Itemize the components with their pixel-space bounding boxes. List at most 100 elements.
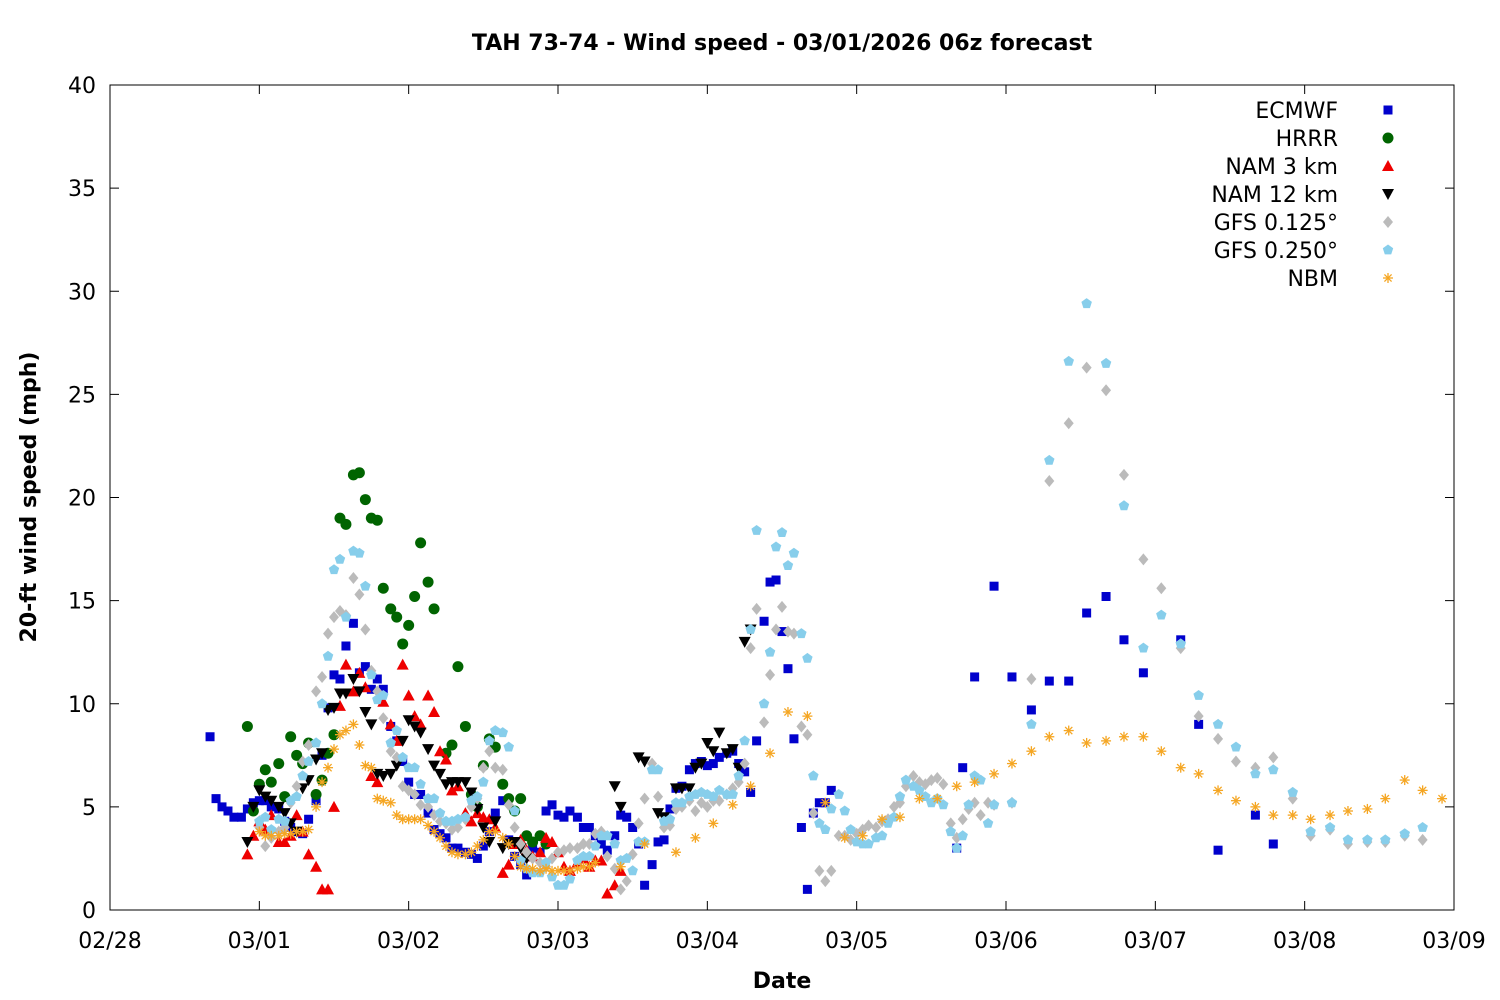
- x-tick-label: 03/07: [1124, 929, 1187, 954]
- data-point: [310, 789, 322, 800]
- data-point: [322, 650, 334, 661]
- data-point: [1101, 735, 1112, 746]
- data-point: [340, 725, 351, 736]
- x-axis: 02/28 03/01 03/02 03/03 03/04 03/05 03/06 03/07…: [78, 85, 1486, 954]
- data-point: [695, 758, 708, 770]
- data-point: [527, 836, 539, 848]
- data-point: [434, 807, 446, 818]
- x-tick-label: 03/05: [825, 929, 888, 954]
- data-point: [378, 684, 388, 694]
- data-point: [808, 770, 819, 781]
- legend-marker: [1382, 160, 1394, 171]
- data-point: [484, 735, 495, 746]
- legend-label: ECMWF: [1255, 99, 1338, 124]
- data-point: [484, 745, 495, 758]
- data-point: [236, 812, 246, 822]
- data-point: [638, 756, 651, 768]
- data-point: [1193, 690, 1204, 700]
- data-point: [1156, 746, 1167, 757]
- data-point: [1007, 672, 1017, 682]
- data-point: [310, 737, 322, 748]
- data-point: [601, 887, 614, 899]
- data-point: [1325, 810, 1336, 821]
- data-point: [377, 770, 390, 782]
- data-point: [740, 767, 750, 777]
- data-point: [1156, 609, 1167, 620]
- data-point: [1138, 731, 1149, 742]
- data-point: [565, 806, 575, 816]
- data-point: [508, 836, 521, 848]
- data-point: [339, 688, 352, 700]
- data-point: [527, 863, 538, 874]
- data-point: [894, 812, 905, 823]
- data-point: [633, 817, 644, 830]
- data-point: [1399, 828, 1410, 839]
- data-point: [377, 582, 389, 594]
- data-point: [958, 763, 968, 773]
- data-point: [360, 662, 370, 672]
- y-tick-label: 10: [68, 693, 96, 718]
- data-point: [534, 846, 547, 858]
- data-point: [820, 797, 831, 808]
- series-ecmwf: [205, 575, 1278, 894]
- data-point: [353, 467, 365, 479]
- data-point: [1026, 673, 1037, 685]
- data-point: [402, 689, 415, 701]
- data-point: [354, 588, 365, 601]
- data-point: [310, 860, 323, 872]
- data-point: [496, 843, 509, 855]
- data-point: [765, 668, 776, 681]
- data-point: [932, 772, 943, 784]
- data-point: [826, 864, 837, 877]
- data-point: [733, 770, 744, 781]
- data-point: [1268, 839, 1278, 849]
- data-point: [241, 720, 253, 732]
- data-point: [752, 736, 762, 746]
- data-point: [1213, 845, 1223, 855]
- data-point: [397, 751, 408, 762]
- data-point: [323, 762, 334, 773]
- data-point: [745, 781, 756, 792]
- x-axis-title: Date: [753, 969, 812, 994]
- data-point: [616, 810, 626, 820]
- data-point: [771, 575, 781, 585]
- data-point: [478, 761, 489, 774]
- data-point: [640, 880, 650, 890]
- data-point: [272, 801, 285, 813]
- data-point: [247, 801, 260, 813]
- data-point: [714, 784, 725, 795]
- data-point: [354, 740, 365, 750]
- data-point: [335, 674, 345, 684]
- data-point: [814, 798, 824, 808]
- data-point: [422, 744, 435, 756]
- data-point: [1362, 834, 1373, 845]
- data-point: [963, 799, 974, 810]
- series-gfs-0-250-: [254, 298, 1428, 890]
- x-tick-label: 03/03: [526, 929, 589, 954]
- data-point: [820, 875, 831, 888]
- data-point: [578, 861, 589, 872]
- data-point: [802, 711, 813, 722]
- data-point: [839, 805, 850, 816]
- data-point: [765, 748, 776, 759]
- data-point: [1380, 793, 1391, 804]
- data-point: [265, 776, 277, 788]
- data-point: [1193, 710, 1204, 723]
- data-point: [876, 830, 888, 841]
- data-point: [726, 744, 739, 756]
- data-point: [765, 577, 775, 587]
- data-point: [572, 812, 582, 822]
- data-point: [434, 768, 447, 780]
- data-point: [584, 850, 595, 861]
- data-point: [310, 754, 323, 766]
- data-point: [615, 883, 626, 896]
- data-point: [690, 832, 701, 843]
- data-point: [814, 817, 825, 828]
- data-point: [1175, 762, 1186, 773]
- data-point: [490, 808, 500, 818]
- data-point: [366, 762, 377, 773]
- data-point: [241, 848, 254, 860]
- data-point: [503, 793, 515, 805]
- data-point: [254, 796, 264, 806]
